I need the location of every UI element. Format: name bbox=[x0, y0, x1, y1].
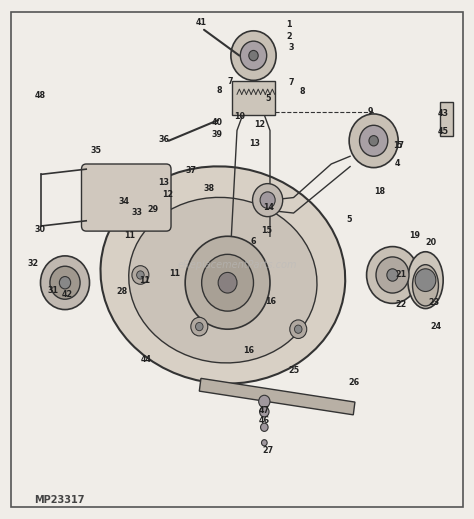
Text: 45: 45 bbox=[438, 127, 448, 136]
Text: 13: 13 bbox=[249, 139, 260, 148]
Text: 40: 40 bbox=[211, 118, 222, 127]
Text: 44: 44 bbox=[141, 354, 152, 364]
Text: 8: 8 bbox=[299, 87, 305, 95]
Circle shape bbox=[218, 272, 237, 293]
Text: 36: 36 bbox=[158, 135, 170, 144]
Ellipse shape bbox=[412, 265, 438, 306]
Bar bbox=[439, 102, 453, 135]
FancyBboxPatch shape bbox=[82, 164, 171, 231]
Text: 43: 43 bbox=[438, 110, 448, 118]
Text: eReplacementParts.com: eReplacementParts.com bbox=[177, 260, 297, 270]
Circle shape bbox=[415, 269, 436, 292]
Text: 21: 21 bbox=[395, 270, 406, 280]
Circle shape bbox=[231, 31, 276, 80]
Circle shape bbox=[290, 320, 307, 338]
Text: 12: 12 bbox=[163, 190, 174, 199]
Text: 7: 7 bbox=[289, 78, 294, 87]
Text: 38: 38 bbox=[203, 184, 214, 193]
Text: 39: 39 bbox=[211, 130, 222, 139]
Text: 37: 37 bbox=[186, 166, 197, 175]
Text: 8: 8 bbox=[216, 86, 222, 95]
Text: 30: 30 bbox=[35, 225, 46, 234]
Circle shape bbox=[260, 192, 275, 209]
Ellipse shape bbox=[129, 197, 317, 363]
Text: 27: 27 bbox=[262, 446, 273, 455]
Circle shape bbox=[359, 125, 388, 156]
Text: 9: 9 bbox=[367, 107, 373, 116]
Circle shape bbox=[259, 395, 270, 407]
Text: 20: 20 bbox=[426, 239, 437, 248]
Circle shape bbox=[196, 322, 203, 331]
Text: 28: 28 bbox=[117, 287, 128, 296]
Circle shape bbox=[387, 269, 398, 281]
Circle shape bbox=[201, 254, 254, 311]
Circle shape bbox=[50, 266, 80, 299]
Circle shape bbox=[191, 317, 208, 336]
Text: 18: 18 bbox=[374, 187, 385, 196]
Text: 13: 13 bbox=[158, 177, 169, 186]
Text: 48: 48 bbox=[35, 91, 46, 100]
Text: 15: 15 bbox=[261, 226, 272, 235]
Text: 11: 11 bbox=[140, 276, 151, 284]
Text: 1: 1 bbox=[286, 20, 292, 29]
Bar bbox=[232, 81, 275, 115]
Circle shape bbox=[260, 406, 269, 417]
Text: 16: 16 bbox=[243, 346, 254, 356]
Circle shape bbox=[185, 236, 270, 329]
Text: 23: 23 bbox=[428, 298, 439, 307]
Circle shape bbox=[132, 266, 149, 284]
Text: 46: 46 bbox=[259, 416, 270, 425]
Circle shape bbox=[349, 114, 398, 168]
Text: 26: 26 bbox=[348, 378, 359, 387]
Text: 11: 11 bbox=[169, 269, 180, 278]
Text: 2: 2 bbox=[286, 32, 292, 41]
Text: 6: 6 bbox=[251, 237, 256, 246]
Text: 5: 5 bbox=[346, 215, 352, 224]
Text: 10: 10 bbox=[234, 112, 246, 121]
Text: 34: 34 bbox=[118, 197, 129, 206]
Circle shape bbox=[376, 257, 409, 293]
Circle shape bbox=[366, 247, 419, 304]
Circle shape bbox=[261, 423, 268, 431]
Text: 42: 42 bbox=[62, 290, 73, 299]
Circle shape bbox=[262, 440, 267, 446]
Text: 19: 19 bbox=[409, 231, 420, 240]
Text: 3: 3 bbox=[289, 44, 294, 52]
Text: 5: 5 bbox=[265, 94, 270, 103]
Text: 35: 35 bbox=[90, 145, 101, 155]
Text: 11: 11 bbox=[124, 231, 135, 240]
Text: 47: 47 bbox=[259, 406, 270, 415]
Circle shape bbox=[240, 41, 267, 70]
Circle shape bbox=[40, 256, 90, 309]
Circle shape bbox=[369, 135, 378, 146]
Circle shape bbox=[249, 50, 258, 61]
Text: 22: 22 bbox=[395, 301, 406, 309]
Text: 14: 14 bbox=[264, 203, 274, 212]
Text: 24: 24 bbox=[430, 322, 441, 331]
Circle shape bbox=[59, 277, 71, 289]
Text: 41: 41 bbox=[196, 18, 207, 26]
Circle shape bbox=[294, 325, 302, 333]
Text: 4: 4 bbox=[394, 159, 400, 169]
Text: 7: 7 bbox=[227, 77, 233, 86]
Text: 32: 32 bbox=[28, 258, 39, 268]
Text: 17: 17 bbox=[392, 142, 404, 151]
Text: 29: 29 bbox=[147, 205, 159, 214]
Ellipse shape bbox=[100, 167, 345, 384]
Text: 16: 16 bbox=[265, 297, 276, 306]
Circle shape bbox=[137, 271, 144, 279]
Text: 25: 25 bbox=[288, 366, 299, 375]
Text: 5: 5 bbox=[397, 142, 402, 151]
Text: 33: 33 bbox=[131, 208, 142, 216]
Circle shape bbox=[253, 184, 283, 216]
Bar bbox=[199, 378, 355, 415]
Text: MP23317: MP23317 bbox=[35, 495, 85, 504]
Text: 12: 12 bbox=[254, 120, 265, 129]
Ellipse shape bbox=[408, 252, 443, 308]
Text: 31: 31 bbox=[48, 286, 59, 295]
